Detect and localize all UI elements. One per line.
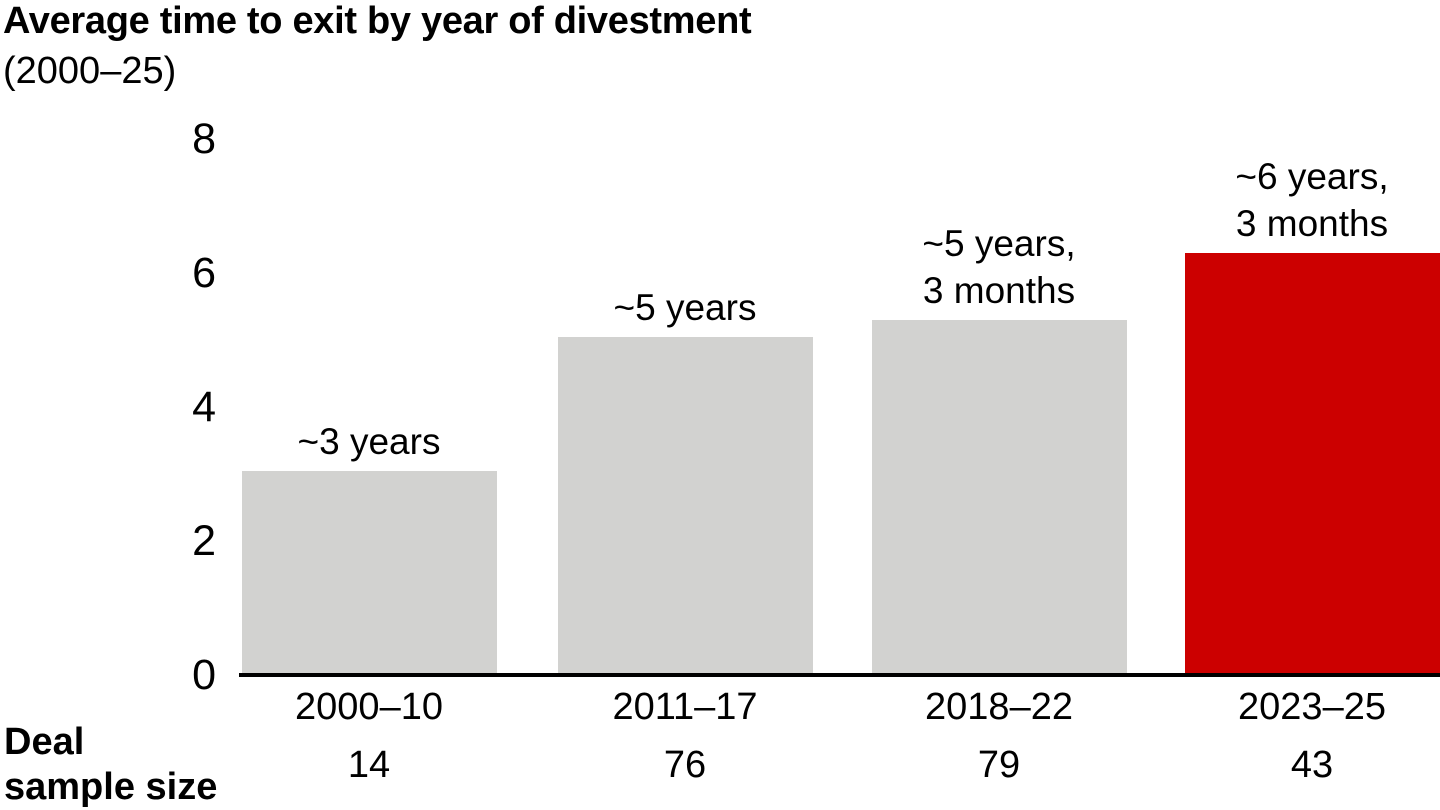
sample-size-value: 79 (977, 744, 1021, 786)
chart-title: Average time to exit by year of divestme… (3, 0, 752, 42)
sample-size-value: 76 (663, 744, 707, 786)
bar-2000–10 (241, 471, 497, 675)
sample-size-value: 14 (347, 744, 391, 786)
y-tick-label: 2 (192, 517, 216, 565)
x-axis-line (239, 673, 1440, 677)
bar-value-label: ~3 years (297, 421, 441, 462)
y-tick-label: 0 (192, 651, 216, 699)
y-tick-label: 6 (192, 249, 216, 297)
y-tick-label: 8 (192, 115, 216, 163)
bar-value-label: ~6 years, 3 months (1235, 156, 1389, 244)
x-tick-label: 2011–17 (612, 686, 758, 728)
y-tick-label: 4 (192, 383, 216, 431)
bar-2011–17 (557, 337, 813, 675)
bar-value-label: ~5 years, 3 months (922, 223, 1076, 311)
x-tick-label: 2000–10 (295, 686, 443, 728)
x-tick-label: 2023–25 (1238, 686, 1386, 728)
sample-size-label: Deal sample size (4, 721, 218, 808)
chart-subtitle: (2000–25) (3, 50, 177, 92)
bar-2018–22 (871, 320, 1127, 675)
sample-size-value: 43 (1290, 744, 1334, 786)
x-tick-label: 2018–22 (925, 686, 1073, 728)
bar-2023–25 (1184, 253, 1440, 675)
bar-value-label: ~5 years (613, 287, 757, 328)
